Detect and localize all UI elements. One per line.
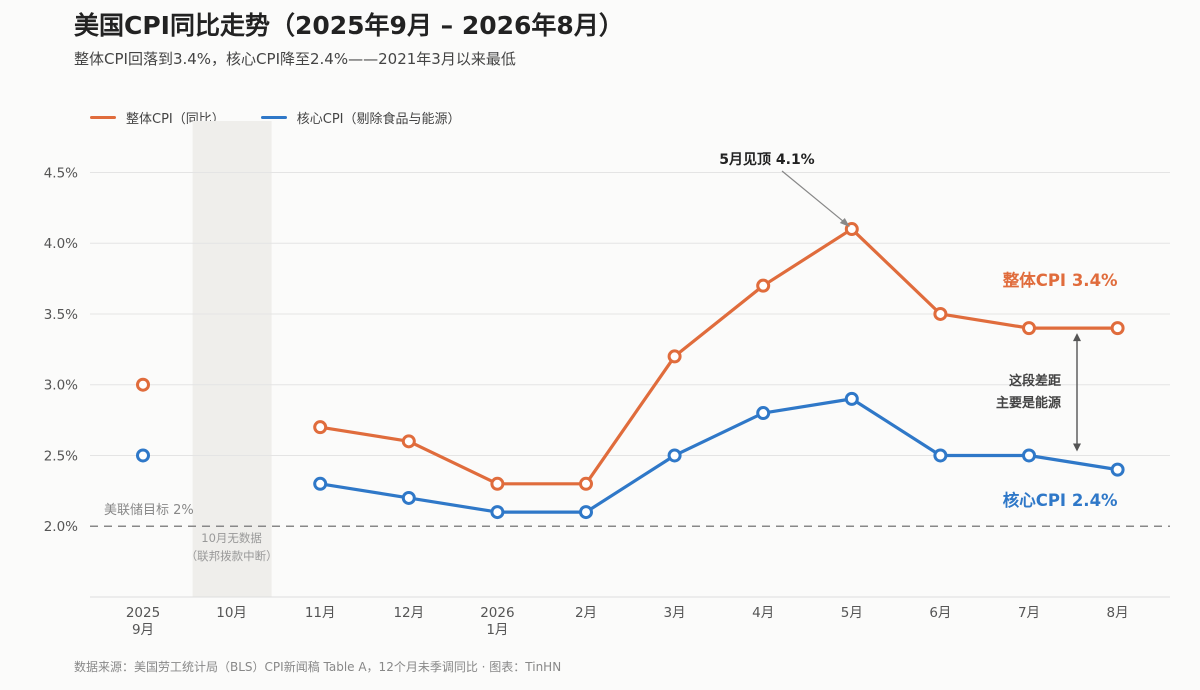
x-tick-label: 2月	[575, 605, 597, 621]
gap-annotation-line2: 主要是能源	[996, 395, 1061, 411]
x-tick-label: 5月	[841, 605, 863, 621]
chart-title: 美国CPI同比走势（2025年9月 – 2026年8月）	[74, 11, 624, 40]
gap-arrow-head-top	[1073, 333, 1081, 342]
x-tick-label: 3月	[664, 605, 686, 621]
data-point-1	[490, 505, 505, 520]
chart-subtitle: 整体CPI回落到3.4%，核心CPI降至2.4%——2021年3月以来最低	[74, 50, 516, 68]
gap-arrow-head-bottom	[1073, 443, 1081, 452]
target-label: 美联储目标 2%	[104, 503, 194, 518]
data-point-0	[136, 377, 150, 392]
data-point-0	[933, 306, 948, 321]
legend-label-core: 核心CPI（剔除食品与能源）	[296, 112, 461, 127]
data-point-0	[756, 278, 771, 293]
legend-swatch-headline	[90, 116, 116, 119]
data-point-1	[844, 391, 859, 406]
x-tick-label: 2025 9月	[126, 605, 160, 638]
x-tick-label: 12月	[393, 605, 424, 621]
legend-swatch-core	[260, 116, 287, 119]
data-point-1	[579, 505, 593, 520]
data-point-1	[313, 476, 328, 491]
data-point-0	[1022, 321, 1036, 336]
x-tick-label: 4月	[752, 605, 774, 621]
series-line-1	[318, 397, 1120, 514]
x-tick-label: 7月	[1018, 605, 1040, 621]
data-point-1	[401, 490, 416, 505]
data-point-0	[1110, 321, 1125, 336]
data-point-0	[490, 476, 505, 491]
data-point-1	[1110, 462, 1125, 477]
x-tick-label: 8月	[1107, 605, 1129, 621]
peak-pointer-head	[839, 218, 850, 228]
y-tick-label: 2.0%	[44, 519, 78, 535]
data-point-1	[756, 406, 771, 421]
legend-item-core: 核心CPI（剔除食品与能源）	[260, 108, 461, 127]
missing-data-label: 10月无数据	[201, 531, 262, 545]
peak-pointer	[781, 170, 849, 226]
y-tick-label: 2.5%	[44, 448, 78, 464]
missing-data-reason: （联邦拨款中断）	[186, 549, 278, 563]
data-point-0	[401, 434, 416, 449]
core-end-label: 核心CPI 2.4%	[1003, 490, 1118, 510]
data-point-1	[933, 448, 948, 463]
headline-end-label: 整体CPI 3.4%	[1003, 270, 1118, 290]
y-tick-label: 3.0%	[44, 378, 78, 394]
x-tick-label: 10月	[216, 605, 247, 621]
source-note: 数据来源：美国劳工统计局（BLS）CPI新闻稿 Table A，12个月未季调同…	[74, 660, 562, 674]
gap-annotation-line1: 这段差距	[1009, 373, 1061, 389]
data-point-0	[579, 476, 593, 491]
missing-data-band	[192, 121, 272, 597]
data-point-0	[313, 420, 328, 435]
y-tick-label: 4.0%	[44, 236, 78, 252]
y-tick-label: 4.5%	[44, 165, 78, 181]
data-point-1	[667, 448, 682, 463]
x-tick-label: 6月	[929, 605, 951, 621]
data-point-0	[667, 349, 682, 364]
y-tick-label: 3.5%	[44, 307, 78, 323]
x-tick-label: 2026 1月	[480, 605, 514, 638]
peak-annotation: 5月见顶 4.1%	[719, 152, 814, 168]
data-point-1	[136, 448, 150, 463]
data-point-1	[1022, 448, 1036, 463]
series-line-0	[318, 227, 1120, 486]
x-tick-label: 11月	[305, 605, 336, 621]
